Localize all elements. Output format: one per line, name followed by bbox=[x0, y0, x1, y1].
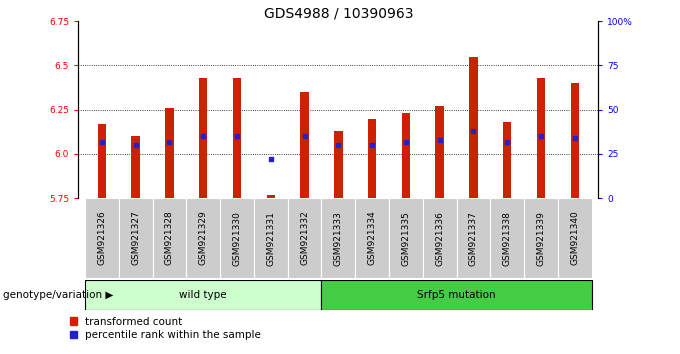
Text: GSM921333: GSM921333 bbox=[334, 211, 343, 266]
Legend: transformed count, percentile rank within the sample: transformed count, percentile rank withi… bbox=[70, 317, 261, 340]
Bar bbox=[322, 280, 592, 310]
Bar bbox=[288, 198, 322, 278]
Text: GSM921329: GSM921329 bbox=[199, 211, 207, 266]
Text: GSM921328: GSM921328 bbox=[165, 211, 174, 266]
Bar bbox=[267, 195, 275, 198]
Text: GSM921339: GSM921339 bbox=[537, 211, 545, 266]
Bar bbox=[199, 78, 207, 198]
Bar bbox=[165, 108, 173, 198]
Bar bbox=[355, 198, 389, 278]
Text: genotype/variation ▶: genotype/variation ▶ bbox=[3, 290, 114, 300]
Bar bbox=[85, 280, 322, 310]
Bar bbox=[186, 198, 220, 278]
Bar bbox=[423, 198, 456, 278]
Bar bbox=[402, 113, 410, 198]
Text: GSM921340: GSM921340 bbox=[571, 211, 579, 266]
Bar bbox=[254, 198, 288, 278]
Bar bbox=[558, 198, 592, 278]
Bar bbox=[456, 198, 490, 278]
Text: Srfp5 mutation: Srfp5 mutation bbox=[418, 290, 496, 300]
Bar bbox=[322, 198, 355, 278]
Text: GSM921337: GSM921337 bbox=[469, 211, 478, 266]
Bar bbox=[334, 131, 343, 198]
Bar bbox=[98, 124, 106, 198]
Text: GSM921331: GSM921331 bbox=[267, 211, 275, 266]
Bar bbox=[490, 198, 524, 278]
Text: GSM921332: GSM921332 bbox=[300, 211, 309, 266]
Bar bbox=[220, 198, 254, 278]
Bar bbox=[571, 83, 579, 198]
Bar bbox=[152, 198, 186, 278]
Bar bbox=[537, 78, 545, 198]
Bar bbox=[301, 92, 309, 198]
Text: GSM921335: GSM921335 bbox=[401, 211, 410, 266]
Bar bbox=[503, 122, 511, 198]
Bar bbox=[435, 106, 444, 198]
Text: GSM921326: GSM921326 bbox=[97, 211, 106, 266]
Text: wild type: wild type bbox=[180, 290, 227, 300]
Bar bbox=[368, 119, 376, 198]
Bar bbox=[119, 198, 152, 278]
Bar bbox=[389, 198, 423, 278]
Bar bbox=[85, 198, 119, 278]
Bar bbox=[131, 136, 140, 198]
Text: GSM921334: GSM921334 bbox=[368, 211, 377, 266]
Text: GSM921327: GSM921327 bbox=[131, 211, 140, 266]
Bar bbox=[524, 198, 558, 278]
Title: GDS4988 / 10390963: GDS4988 / 10390963 bbox=[264, 6, 413, 20]
Text: GSM921338: GSM921338 bbox=[503, 211, 511, 266]
Bar bbox=[233, 78, 241, 198]
Text: GSM921336: GSM921336 bbox=[435, 211, 444, 266]
Text: GSM921330: GSM921330 bbox=[233, 211, 241, 266]
Bar bbox=[469, 57, 477, 198]
